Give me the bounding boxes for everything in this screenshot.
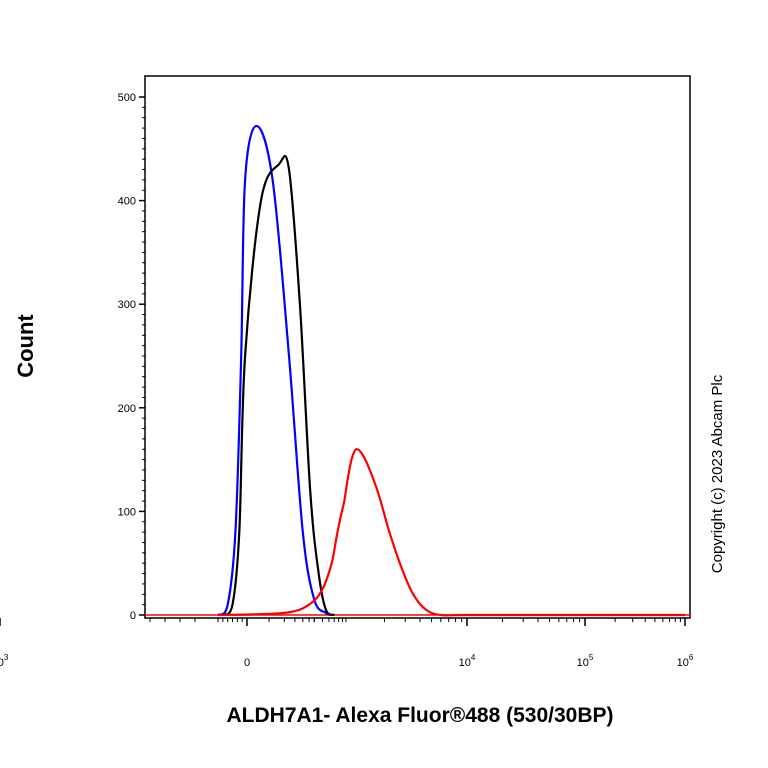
y-tick-label: 500 (118, 92, 136, 104)
x-tick-label: 0 (244, 657, 250, 669)
y-tick-label: 200 (118, 403, 136, 415)
x-tick-label: 104 (459, 653, 476, 669)
series-layer (145, 124, 690, 617)
y-tick-label: 300 (118, 299, 136, 311)
y-tick-label: 0 (130, 610, 136, 622)
series-line-black (222, 155, 335, 617)
series-line-blue (217, 124, 335, 617)
x-axis-title: ALDH7A1- Alexa Fluor®488 (530/30BP) (227, 704, 614, 727)
x-tick-label: 105 (577, 653, 594, 669)
y-axis-title: Count (13, 314, 38, 378)
x-tick-label: 103 (0, 653, 9, 669)
series-line-red (217, 447, 685, 617)
x-tick-label: 106 (677, 653, 694, 669)
y-tick-label: 400 (118, 196, 136, 208)
x-axis: 0 103 104 105 106 (0, 618, 694, 669)
plot-area-frame (144, 75, 691, 619)
y-tick-label: 100 (118, 506, 136, 518)
copyright-annotation: Copyright (c) 2023 Abcam Plc (709, 374, 726, 573)
y-axis: 0 100 200 300 400 500 (118, 92, 145, 622)
